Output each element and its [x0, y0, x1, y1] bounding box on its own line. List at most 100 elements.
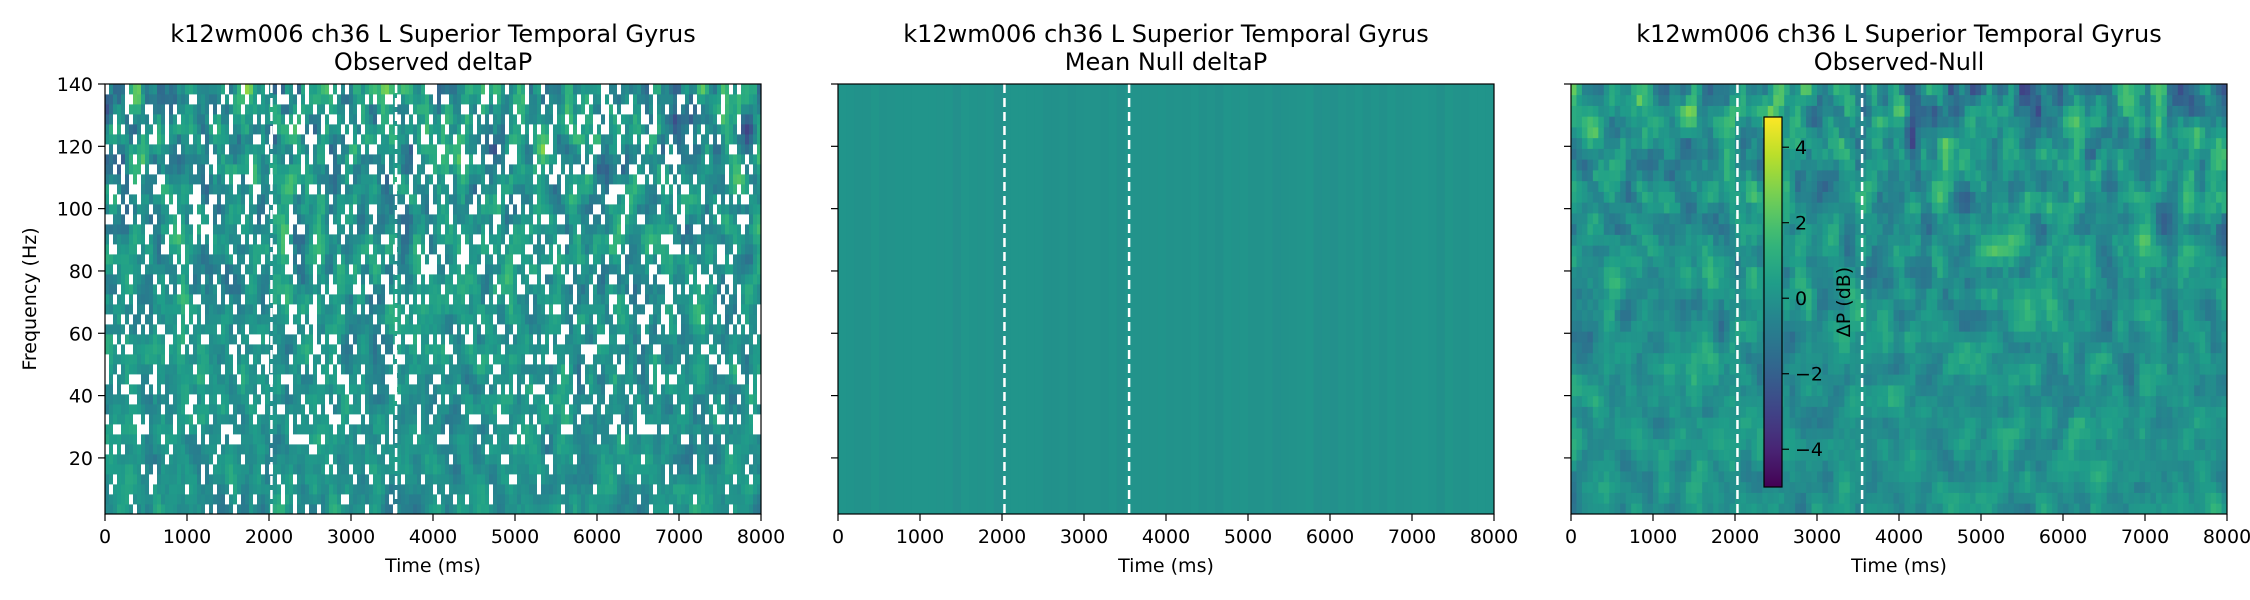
heatmap-cell — [377, 494, 382, 505]
heatmap-cell — [521, 134, 526, 145]
heatmap-cell — [477, 434, 482, 445]
heatmap-cell — [361, 214, 366, 225]
heatmap-cell — [301, 474, 306, 485]
heatmap-cell — [281, 404, 286, 415]
heatmap-cell — [357, 254, 362, 265]
heatmap-cell — [289, 164, 294, 175]
heatmap-cell — [477, 84, 482, 95]
heatmap-cell — [185, 234, 190, 245]
heatmap-cell — [345, 274, 350, 285]
heatmap-cell — [441, 84, 446, 95]
heatmap-cell — [501, 274, 506, 285]
heatmap-cell — [309, 144, 314, 155]
heatmap-cell — [145, 354, 150, 365]
heatmap-cell — [397, 114, 402, 125]
heatmap-cell — [389, 504, 394, 515]
heatmap-cell — [277, 294, 282, 305]
heatmap-cell — [341, 404, 346, 415]
heatmap-cell — [329, 374, 334, 385]
heatmap-cell — [165, 244, 170, 255]
heatmap-cell — [117, 274, 122, 285]
heatmap-cell — [153, 104, 158, 115]
heatmap-cell — [229, 394, 234, 405]
heatmap-cell — [401, 274, 406, 285]
heatmap-cell — [309, 434, 314, 445]
heatmap-cell — [497, 384, 502, 395]
heatmap-cell — [365, 294, 370, 305]
heatmap-cell — [293, 144, 298, 155]
heatmap-cell — [473, 454, 478, 465]
heatmap-cell — [457, 484, 462, 495]
heatmap-cell — [501, 374, 506, 385]
heatmap-cell — [389, 384, 394, 395]
heatmap-cell — [225, 224, 230, 235]
heatmap-cell — [109, 494, 114, 505]
heatmap-cell — [473, 214, 478, 225]
heatmap-cell — [457, 384, 462, 395]
heatmap-cell — [241, 334, 246, 345]
heatmap-cell — [441, 334, 446, 345]
heatmap-cell — [205, 264, 210, 275]
heatmap-cell — [169, 364, 174, 375]
heatmap-cell — [481, 134, 486, 145]
heatmap-cell — [305, 274, 310, 285]
heatmap-cell — [421, 434, 426, 445]
heatmap-cell — [441, 374, 446, 385]
heatmap-cell — [501, 104, 506, 115]
heatmap-cell — [137, 504, 142, 515]
heatmap-cell — [525, 264, 530, 275]
heatmap-cell — [289, 424, 294, 435]
heatmap-cell — [513, 144, 518, 155]
heatmap-cell — [457, 174, 462, 185]
heatmap-cell — [489, 404, 494, 415]
heatmap-cell — [445, 414, 450, 425]
heatmap-cell — [461, 184, 466, 195]
heatmap-cell — [201, 504, 206, 515]
heatmap-cell — [189, 124, 194, 135]
heatmap-cell — [329, 284, 334, 295]
heatmap-cell — [445, 94, 450, 105]
heatmap-cell — [485, 424, 490, 435]
heatmap-cell — [221, 334, 226, 345]
heatmap-cell — [281, 114, 286, 125]
heatmap-cell — [437, 164, 442, 175]
heatmap-cell — [301, 384, 306, 395]
heatmap-cell — [141, 434, 146, 445]
heatmap-cell — [405, 294, 410, 305]
heatmap-cell — [277, 144, 282, 155]
heatmap-cell — [357, 164, 362, 175]
heatmap-cell — [165, 94, 170, 105]
heatmap-cell — [305, 104, 310, 115]
heatmap-cell — [249, 434, 254, 445]
heatmap-cell — [417, 114, 422, 125]
heatmap-cell — [149, 94, 154, 105]
heatmap-cell — [189, 104, 194, 115]
heatmap-cell — [261, 504, 266, 515]
heatmap-cell — [377, 204, 382, 215]
heatmap-cell — [209, 414, 214, 425]
heatmap-cell — [321, 84, 326, 95]
heatmap-cell — [169, 354, 174, 365]
heatmap-cell — [153, 84, 158, 95]
heatmap-cell — [341, 204, 346, 215]
heatmap-cell — [113, 244, 118, 255]
heatmap-cell — [433, 444, 438, 455]
heatmap-cell — [261, 154, 266, 165]
heatmap-cell — [505, 244, 510, 255]
heatmap-cell — [517, 454, 522, 465]
heatmap-cell — [181, 314, 186, 325]
heatmap-cell — [301, 484, 306, 495]
heatmap-cell — [433, 434, 438, 445]
heatmap-cell — [393, 484, 398, 495]
heatmap-cell — [237, 224, 242, 235]
heatmap-cell — [217, 284, 222, 295]
heatmap-cell — [485, 204, 490, 215]
heatmap-cell — [277, 504, 282, 515]
heatmap-cell — [413, 234, 418, 245]
heatmap-cell — [173, 394, 178, 405]
heatmap-cell — [381, 434, 386, 445]
heatmap-cell — [113, 324, 118, 335]
heatmap-cell — [189, 484, 194, 495]
heatmap-cell — [377, 334, 382, 345]
heatmap-cell — [241, 364, 246, 375]
